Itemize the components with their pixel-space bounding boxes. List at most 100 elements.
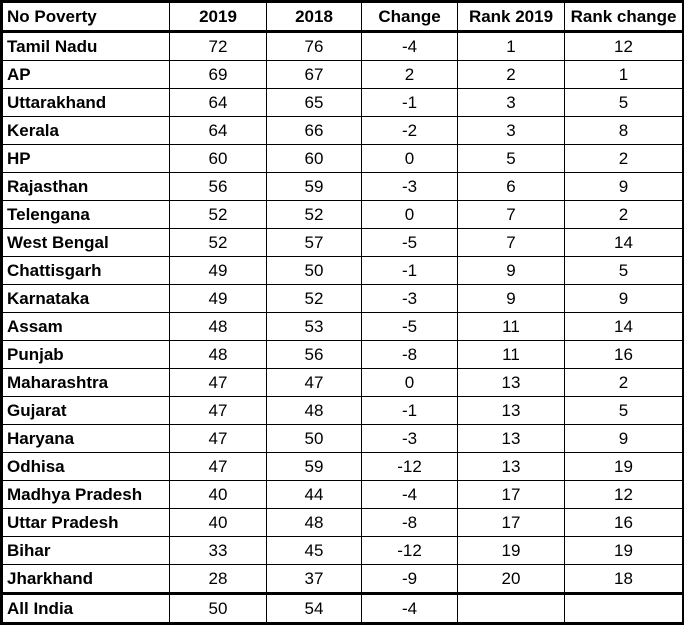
value-cell: -3: [361, 284, 458, 313]
value-cell: 52: [169, 228, 267, 257]
value-cell: 8: [564, 116, 684, 145]
value-cell: 9: [564, 424, 684, 453]
value-cell: 60: [266, 144, 362, 173]
value-cell: 2: [564, 368, 684, 397]
value-cell: -4: [361, 592, 458, 624]
state-name-cell: Haryana: [1, 424, 170, 453]
value-cell: -8: [361, 340, 458, 369]
value-cell: 0: [361, 368, 458, 397]
value-cell: 14: [564, 312, 684, 341]
table-row: AP 69 67 2 2 1: [1, 60, 684, 89]
value-cell: 50: [266, 424, 362, 453]
table-row: Kerala 64 66 -2 3 8: [1, 116, 684, 145]
header-row: No Poverty 2019 2018 Change Rank 2019 Ra…: [1, 1, 684, 33]
header-rank-2019: Rank 2019: [457, 1, 565, 33]
value-cell: 50: [266, 256, 362, 285]
header-no-poverty: No Poverty: [1, 1, 170, 33]
value-cell: 9: [457, 256, 565, 285]
state-name-cell: Kerala: [1, 116, 170, 145]
value-cell: 0: [361, 200, 458, 229]
value-cell: 9: [564, 172, 684, 201]
value-cell: 64: [169, 88, 267, 117]
value-cell: 5: [564, 88, 684, 117]
table-row: Chattisgarh 49 50 -1 9 5: [1, 256, 684, 285]
value-cell: 12: [564, 31, 684, 61]
table-row: Telengana 52 52 0 7 2: [1, 200, 684, 229]
value-cell: 16: [564, 508, 684, 537]
value-cell: -8: [361, 508, 458, 537]
value-cell: -4: [361, 31, 458, 61]
value-cell: -4: [361, 480, 458, 509]
state-name-cell: Tamil Nadu: [1, 31, 170, 61]
value-cell: [457, 592, 565, 624]
value-cell: 5: [457, 144, 565, 173]
state-name-cell: Gujarat: [1, 396, 170, 425]
state-name-cell: HP: [1, 144, 170, 173]
value-cell: 7: [457, 228, 565, 257]
state-name-cell: Maharashtra: [1, 368, 170, 397]
header-2019: 2019: [169, 1, 267, 33]
header-rank-change: Rank change: [564, 1, 684, 33]
value-cell: [564, 592, 684, 624]
value-cell: 48: [266, 508, 362, 537]
state-name-cell: Madhya Pradesh: [1, 480, 170, 509]
state-name-cell: Assam: [1, 312, 170, 341]
value-cell: 76: [266, 31, 362, 61]
value-cell: 54: [266, 592, 362, 624]
value-cell: -9: [361, 564, 458, 594]
value-cell: 14: [564, 228, 684, 257]
table-row: Punjab 48 56 -8 11 16: [1, 340, 684, 369]
value-cell: 53: [266, 312, 362, 341]
state-name-cell: Uttarakhand: [1, 88, 170, 117]
value-cell: 47: [266, 368, 362, 397]
value-cell: 9: [457, 284, 565, 313]
value-cell: 16: [564, 340, 684, 369]
value-cell: 52: [266, 200, 362, 229]
table-row: Assam 48 53 -5 11 14: [1, 312, 684, 341]
value-cell: -5: [361, 228, 458, 257]
value-cell: -12: [361, 452, 458, 481]
value-cell: 56: [266, 340, 362, 369]
value-cell: 6: [457, 172, 565, 201]
value-cell: 50: [169, 592, 267, 624]
value-cell: 66: [266, 116, 362, 145]
value-cell: 13: [457, 396, 565, 425]
value-cell: 13: [457, 424, 565, 453]
value-cell: 33: [169, 536, 267, 565]
state-name-cell: Bihar: [1, 536, 170, 565]
value-cell: 17: [457, 508, 565, 537]
value-cell: 2: [457, 60, 565, 89]
value-cell: -3: [361, 424, 458, 453]
value-cell: -2: [361, 116, 458, 145]
value-cell: 19: [564, 452, 684, 481]
header-change: Change: [361, 1, 458, 33]
state-name-cell: Rajasthan: [1, 172, 170, 201]
value-cell: 11: [457, 312, 565, 341]
state-name-cell: AP: [1, 60, 170, 89]
table-row: West Bengal 52 57 -5 7 14: [1, 228, 684, 257]
value-cell: -1: [361, 396, 458, 425]
value-cell: 20: [457, 564, 565, 594]
value-cell: 18: [564, 564, 684, 594]
value-cell: -12: [361, 536, 458, 565]
state-name-cell: All India: [1, 592, 170, 624]
value-cell: 56: [169, 172, 267, 201]
table-row: HP 60 60 0 5 2: [1, 144, 684, 173]
value-cell: 2: [564, 200, 684, 229]
value-cell: 44: [266, 480, 362, 509]
value-cell: 52: [169, 200, 267, 229]
table-row: Odhisa 47 59 -12 13 19: [1, 452, 684, 481]
value-cell: 9: [564, 284, 684, 313]
state-name-cell: Odhisa: [1, 452, 170, 481]
value-cell: 28: [169, 564, 267, 594]
table-row: Haryana 47 50 -3 13 9: [1, 424, 684, 453]
value-cell: 2: [564, 144, 684, 173]
value-cell: 69: [169, 60, 267, 89]
value-cell: 47: [169, 368, 267, 397]
value-cell: 40: [169, 508, 267, 537]
value-cell: 7: [457, 200, 565, 229]
state-name-cell: Punjab: [1, 340, 170, 369]
table-row: Rajasthan 56 59 -3 6 9: [1, 172, 684, 201]
table-row: Tamil Nadu 72 76 -4 1 12: [1, 31, 684, 61]
table-row: Maharashtra 47 47 0 13 2: [1, 368, 684, 397]
